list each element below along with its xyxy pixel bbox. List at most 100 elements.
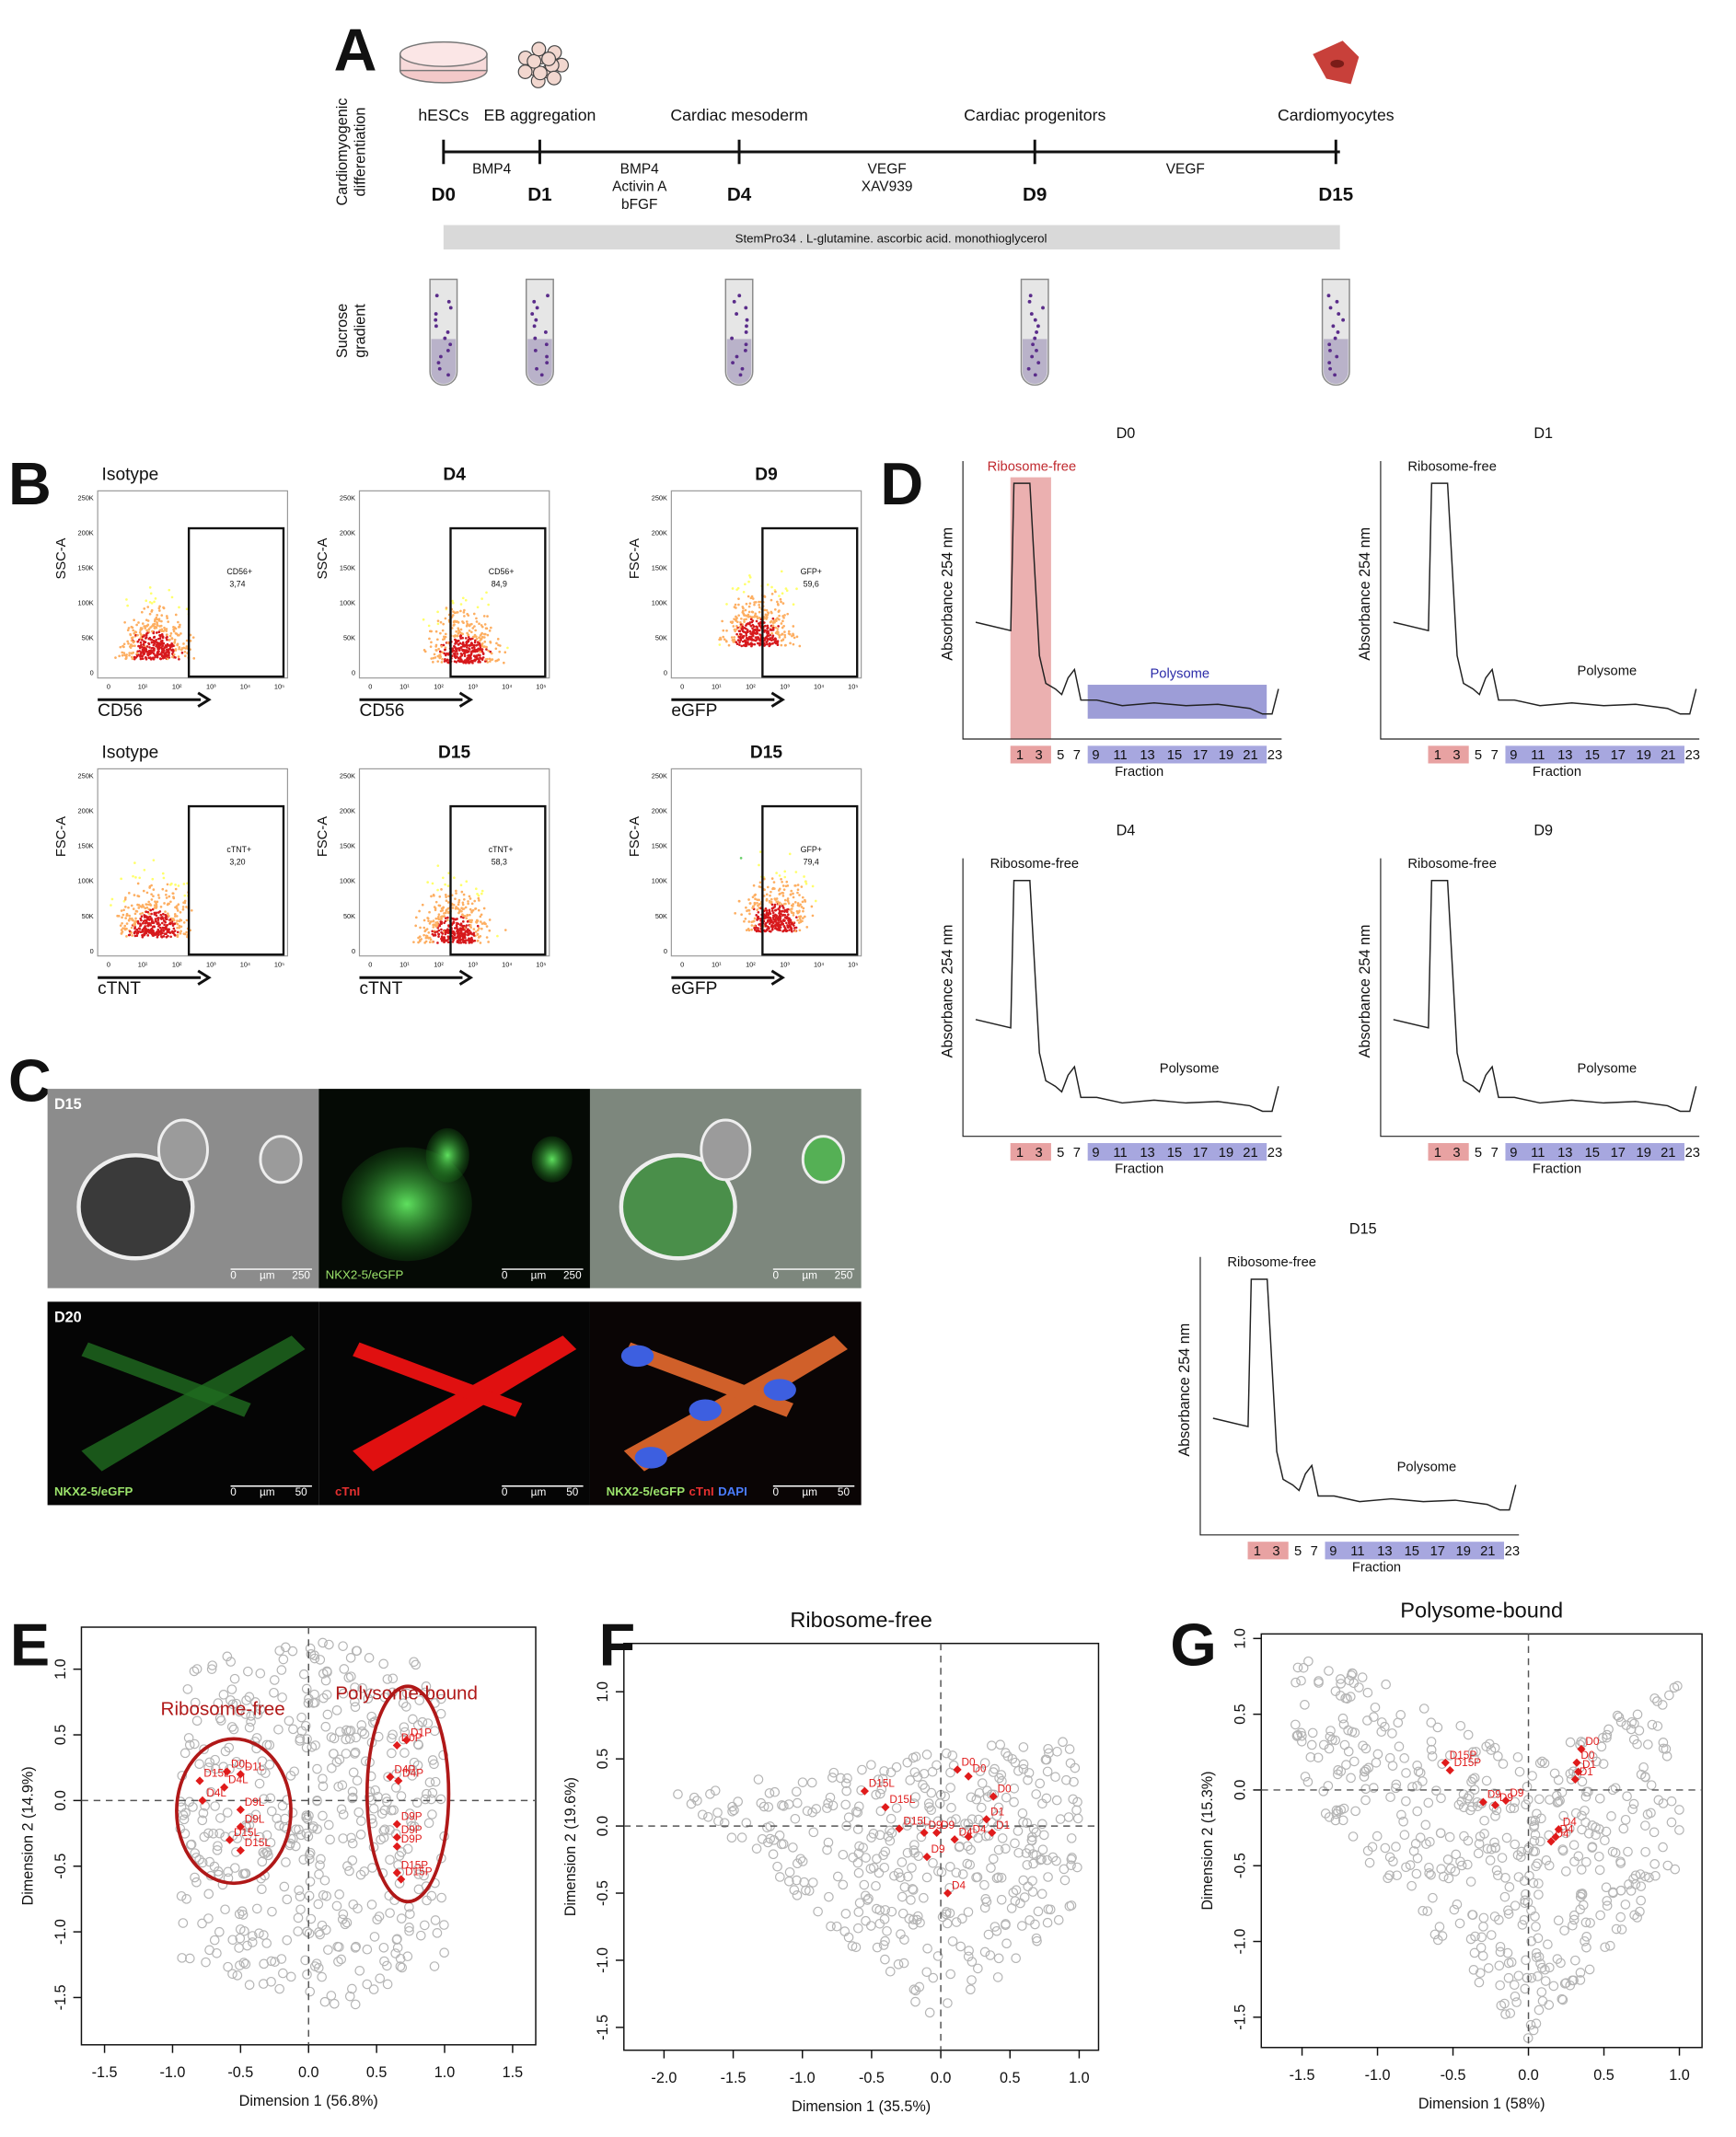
- flow-event: [169, 935, 172, 938]
- scale-label: 0: [230, 1486, 237, 1498]
- y-tick-label: 0: [90, 947, 94, 955]
- flow-event: [133, 921, 136, 924]
- x-tick-label: 0: [368, 682, 372, 690]
- fraction-label: 7: [1311, 1544, 1318, 1559]
- flow-event: [148, 643, 151, 646]
- y-tick-label: 50K: [343, 912, 355, 920]
- flow-event: [178, 634, 180, 637]
- y-tick-label: 100K: [78, 599, 94, 607]
- flow-event: [482, 652, 485, 654]
- flow-event: [110, 904, 112, 907]
- flow-event: [180, 925, 183, 928]
- flow-event: [476, 620, 479, 623]
- flow-event: [770, 632, 773, 635]
- tube-dot: [1337, 312, 1340, 316]
- flow-event: [430, 938, 433, 941]
- flow-event: [125, 914, 128, 917]
- flow-event: [797, 904, 800, 907]
- flow-event: [175, 614, 178, 617]
- flow-event: [463, 898, 466, 901]
- flow-event: [165, 890, 168, 893]
- flow-event: [419, 935, 422, 938]
- flow-event: [148, 913, 151, 916]
- flow-event: [133, 658, 136, 661]
- flow-event: [166, 648, 168, 651]
- flow-event: [172, 626, 175, 629]
- flow-event: [459, 655, 462, 658]
- tube-dot: [1329, 306, 1333, 310]
- x-tick-label: 0: [680, 960, 684, 968]
- flow-event: [160, 625, 163, 628]
- flow-event: [160, 917, 163, 919]
- flow-event: [812, 915, 815, 918]
- flow-event: [770, 898, 773, 901]
- flow-event: [415, 917, 418, 919]
- x-tick-label: 10³: [206, 682, 216, 690]
- flow-event: [432, 941, 434, 943]
- flow-event: [488, 930, 491, 932]
- flow-event: [781, 592, 784, 595]
- flow-event: [143, 641, 145, 643]
- flow-event: [465, 917, 468, 919]
- flow-event: [446, 919, 449, 922]
- flow-event: [771, 904, 774, 907]
- flow-event: [794, 901, 797, 904]
- fraction-label: 1: [1016, 1146, 1024, 1161]
- flow-event: [745, 918, 747, 920]
- y-tick-label: 0: [352, 669, 355, 677]
- flow-event: [781, 622, 783, 625]
- flow-event: [179, 626, 181, 629]
- flow-event: [783, 630, 786, 633]
- flow-event: [753, 884, 756, 887]
- x-tick-label: 0.0: [931, 2070, 952, 2086]
- flow-event: [756, 620, 758, 623]
- flow-event: [754, 897, 757, 900]
- flow-event: [462, 934, 465, 937]
- flow-event: [447, 901, 450, 904]
- aggregate: [158, 1120, 207, 1180]
- flow-event: [430, 641, 433, 643]
- y-tick-label: 0: [352, 947, 355, 955]
- tube-dot: [437, 361, 441, 364]
- flow-event: [155, 597, 157, 600]
- flow-event: [460, 907, 463, 909]
- ribosome-free-label: Ribosome-free: [1407, 459, 1497, 474]
- flow-event: [459, 631, 462, 634]
- flow-event: [467, 659, 469, 662]
- flow-event: [769, 639, 771, 641]
- flow-event: [132, 919, 134, 922]
- flow-event: [171, 656, 174, 659]
- flow-event: [743, 920, 746, 923]
- flow-event: [770, 599, 773, 602]
- flow-event: [748, 574, 751, 577]
- aggregate: [803, 1137, 843, 1183]
- flow-event: [137, 645, 140, 648]
- flow-event: [133, 644, 136, 647]
- flow-event: [163, 927, 166, 930]
- flow-event: [158, 609, 161, 612]
- flow-event: [466, 924, 469, 927]
- tube-dot: [446, 330, 450, 334]
- point-label: D4L: [206, 1787, 226, 1799]
- flow-event: [460, 924, 463, 927]
- tube-dot: [540, 373, 544, 376]
- panel-letter: E: [10, 1611, 50, 1678]
- flow-event: [426, 935, 429, 938]
- scale-label: 250: [835, 1269, 853, 1281]
- flow-event: [143, 927, 145, 930]
- fraction-label: 3: [1452, 1146, 1460, 1161]
- y-tick-label: 1.0: [52, 1658, 69, 1680]
- panel-letter: C: [8, 1046, 52, 1114]
- flow-event: [749, 902, 752, 905]
- point-label: D1P: [411, 1727, 432, 1738]
- flow-event: [737, 639, 740, 641]
- x-tick-label: -1.0: [160, 2064, 186, 2081]
- flow-event: [772, 907, 775, 909]
- x-tick-label: 10³: [780, 682, 790, 690]
- flow-event: [753, 927, 756, 930]
- flow-event: [111, 898, 114, 901]
- x-tick-label: 10²: [434, 682, 444, 690]
- flow-event: [176, 927, 179, 930]
- flow-event: [735, 633, 738, 636]
- flow-event: [161, 922, 164, 925]
